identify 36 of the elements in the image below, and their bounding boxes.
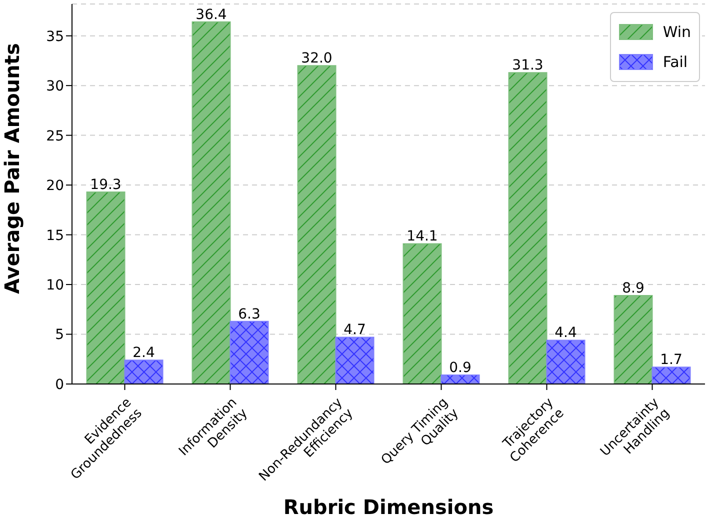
y-axis-title: Average Pair Amounts: [0, 43, 24, 294]
bar: [440, 374, 480, 384]
bar: [86, 192, 126, 384]
bar: [546, 340, 586, 384]
data-label: 2.4: [132, 345, 155, 362]
data-label: 36.4: [196, 6, 227, 23]
data-label: 0.9: [449, 360, 472, 376]
data-label: 14.1: [406, 228, 438, 245]
data-label: 4.7: [344, 322, 366, 338]
bar: [508, 72, 548, 384]
bar: [297, 65, 336, 384]
y-tick-label: 25: [46, 128, 64, 144]
legend-label: Win: [662, 22, 691, 43]
data-label: 19.3: [90, 177, 122, 194]
data-label: 6.3: [238, 306, 260, 322]
bar: [335, 336, 374, 384]
y-tick-label: 0: [55, 376, 64, 393]
data-label: 4.4: [554, 325, 577, 342]
data-label: 8.9: [622, 280, 644, 296]
bar: [124, 360, 164, 384]
bar: [230, 320, 269, 384]
bar: [652, 366, 691, 384]
legend-label: Fail: [662, 52, 688, 73]
data-label: 32.0: [301, 50, 332, 67]
data-label: 1.7: [660, 352, 682, 368]
y-tick-label: 35: [46, 28, 64, 45]
bar: [402, 243, 442, 384]
data-label: 31.3: [512, 58, 544, 74]
y-tick-label: 10: [46, 277, 64, 294]
y-tick-label: 30: [46, 78, 64, 95]
y-tick-label: 20: [46, 178, 64, 194]
bar: [614, 294, 653, 384]
y-tick-label: 5: [55, 327, 64, 344]
x-axis-title: Rubric Dimensions: [283, 495, 494, 519]
bar: [192, 21, 231, 384]
y-tick-label: 15: [46, 228, 64, 244]
